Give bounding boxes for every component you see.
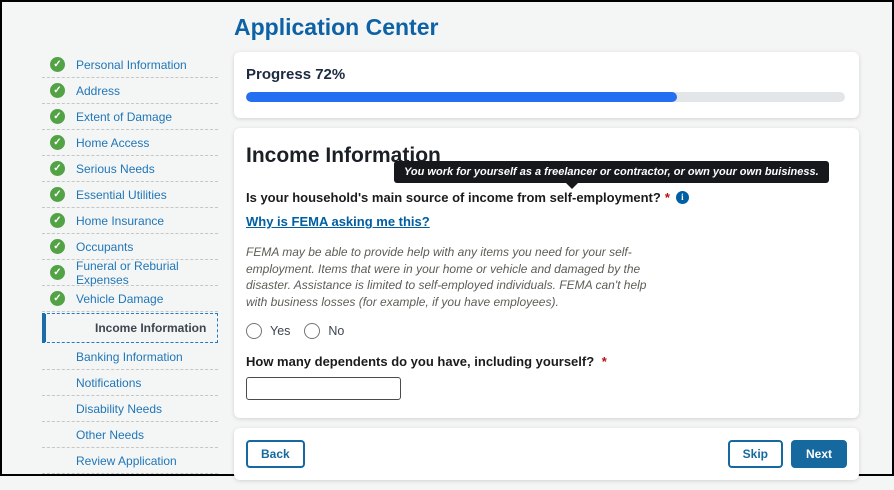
income-information-card: Income Information You work for yourself…	[234, 128, 859, 418]
progress-card: Progress 72%	[234, 52, 859, 118]
radio-option-no[interactable]: No	[304, 323, 344, 339]
self-employment-help-text: FEMA may be able to provide help with an…	[246, 245, 647, 309]
navigation-footer: Back Skip Next	[234, 428, 859, 480]
progress-bar-track	[246, 92, 845, 102]
check-circle-icon: ✓	[50, 109, 65, 124]
radio-option-yes[interactable]: Yes	[246, 323, 290, 339]
back-button[interactable]: Back	[246, 440, 305, 468]
sidebar-item-notifications[interactable]: Notifications	[42, 370, 218, 396]
skip-button[interactable]: Skip	[727, 440, 783, 468]
check-circle-icon: ✓	[50, 265, 65, 280]
check-circle-icon: ✓	[50, 83, 65, 98]
sidebar-item-serious-needs[interactable]: ✓ Serious Needs	[42, 156, 218, 182]
sidebar-item-label: Disability Needs	[76, 401, 163, 416]
sidebar-item-label: Income Information	[95, 321, 207, 335]
sidebar-item-essential-utilities[interactable]: ✓ Essential Utilities	[42, 182, 218, 208]
check-circle-icon: ✓	[50, 213, 65, 228]
tooltip-text: You work for yourself as a freelancer or…	[404, 166, 819, 178]
sidebar-item-label: Banking Information	[76, 349, 183, 364]
check-circle-icon: ✓	[50, 187, 65, 202]
sidebar-item-label: Personal Information	[76, 57, 187, 72]
sidebar-item-label: Occupants	[76, 239, 134, 254]
sidebar-item-vehicle-damage[interactable]: ✓ Vehicle Damage	[42, 286, 218, 312]
required-asterisk: *	[601, 354, 607, 369]
sidebar-item-review-application[interactable]: Review Application	[42, 448, 218, 474]
radio-circle-icon[interactable]	[304, 323, 321, 339]
dependents-input[interactable]	[246, 377, 401, 400]
radio-label-no: No	[328, 324, 345, 338]
sidebar-item-personal-information[interactable]: ✓ Personal Information	[42, 52, 218, 78]
sidebar-item-disability-needs[interactable]: Disability Needs	[42, 396, 218, 422]
progress-bar-fill	[246, 92, 678, 102]
sidebar-item-label: Home Access	[76, 135, 150, 150]
required-asterisk: *	[664, 190, 670, 205]
sidebar-item-label: Serious Needs	[76, 161, 155, 176]
check-circle-icon: ✓	[50, 239, 65, 254]
question-text: Is your household's main source of incom…	[246, 190, 661, 205]
section-heading: Income Information	[246, 144, 441, 167]
info-tooltip: You work for yourself as a freelancer or…	[394, 161, 829, 189]
footer-right-buttons: Skip Next	[727, 440, 847, 468]
main-column: Application Center Progress 72% Income I…	[234, 2, 859, 490]
sidebar-item-label: Notifications	[76, 375, 142, 390]
sidebar-item-label: Address	[76, 83, 121, 98]
sidebar-item-other-needs[interactable]: Other Needs	[42, 422, 218, 448]
tooltip-caret-icon	[566, 183, 578, 189]
progress-label: Progress 72%	[246, 66, 346, 83]
dependents-question: How many dependents do you have, includi…	[246, 354, 845, 369]
page-title: Application Center	[234, 14, 439, 40]
sidebar-item-banking-information[interactable]: Banking Information	[42, 344, 218, 370]
radio-label-yes: Yes	[270, 324, 291, 338]
sidebar-item-label: Extent of Damage	[76, 109, 173, 124]
sidebar-item-extent-of-damage[interactable]: ✓ Extent of Damage	[42, 104, 218, 130]
next-button[interactable]: Next	[790, 440, 847, 468]
check-circle-icon: ✓	[50, 135, 65, 150]
sidebar-item-label: Home Insurance	[76, 213, 165, 228]
sidebar-item-label: Essential Utilities	[76, 187, 167, 202]
check-circle-icon: ✓	[50, 57, 65, 72]
info-icon[interactable]: i	[675, 191, 689, 204]
sidebar-item-label: Funeral or Reburial Expenses	[76, 258, 179, 287]
radio-circle-icon[interactable]	[246, 323, 262, 339]
sidebar-item-label: Vehicle Damage	[76, 291, 164, 306]
sidebar-item-label: Review Application	[76, 453, 177, 468]
question-text: How many dependents do you have, includi…	[246, 354, 595, 369]
check-circle-icon: ✓	[50, 291, 65, 306]
why-fema-asking-link[interactable]: Why is FEMA asking me this?	[246, 214, 430, 229]
sidebar-item-home-insurance[interactable]: ✓ Home Insurance	[42, 208, 218, 234]
self-employment-question: Is your household's main source of incom…	[246, 190, 845, 205]
self-employment-radio-group: Yes No	[246, 323, 845, 339]
sidebar-item-label: Other Needs	[76, 427, 145, 442]
application-steps-sidebar: ✓ Personal Information ✓ Address ✓ Exten…	[42, 52, 218, 490]
sidebar-item-funeral-or-reburial-expenses[interactable]: ✓ Funeral or Reburial Expenses	[42, 258, 218, 287]
sidebar-item-income-information[interactable]: Income Information	[42, 313, 218, 343]
sidebar-item-occupants[interactable]: ✓ Occupants	[42, 234, 218, 260]
check-circle-icon: ✓	[50, 161, 65, 176]
sidebar-item-home-access[interactable]: ✓ Home Access	[42, 130, 218, 156]
sidebar-item-address[interactable]: ✓ Address	[42, 78, 218, 104]
